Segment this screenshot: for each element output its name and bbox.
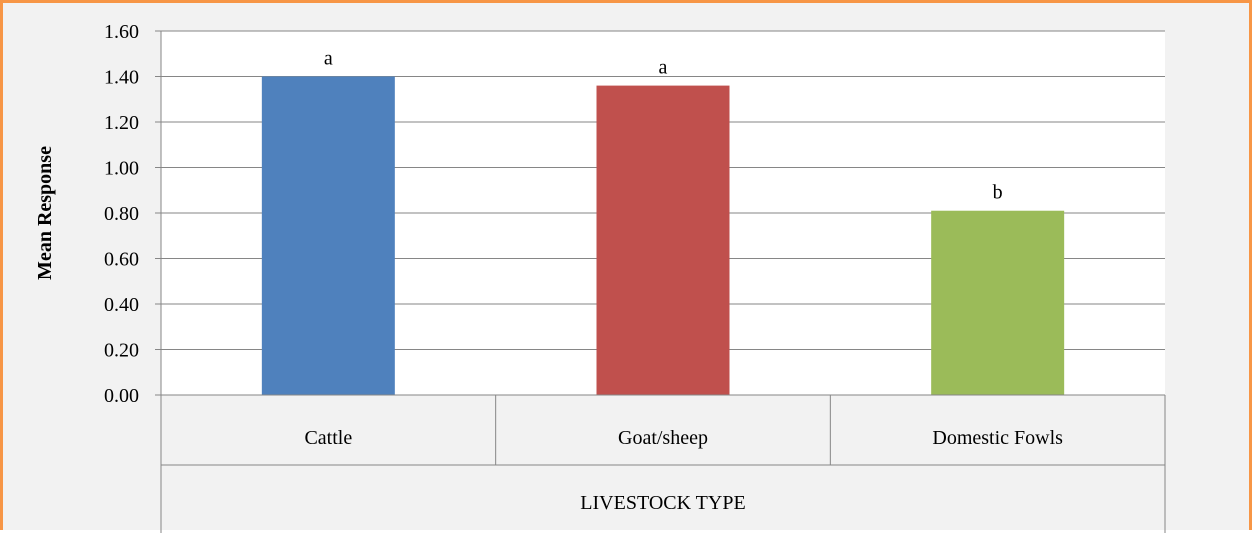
y-tick-label: 0.20 <box>104 340 139 362</box>
y-tick-label: 0.60 <box>104 249 139 271</box>
y-tick-label: 1.40 <box>104 67 139 89</box>
data-label: b <box>993 182 1003 204</box>
y-axis-ticks: 0.00 0.20 0.40 0.60 0.80 1.00 1.20 1.40 1.60 <box>104 21 162 407</box>
bar <box>596 85 730 395</box>
data-label: a <box>324 48 333 70</box>
y-tick-label: 0.80 <box>104 203 139 225</box>
category-label: Cattle <box>304 427 352 449</box>
x-axis: Cattle Goat/sheep Domestic Fowls <box>160 394 1166 533</box>
y-tick-label: 0.40 <box>104 294 139 316</box>
bar <box>931 210 1065 395</box>
bar <box>261 76 395 395</box>
y-tick-label: 1.00 <box>104 158 139 180</box>
y-tick-label: 0.00 <box>104 385 139 407</box>
y-tick-label: 1.20 <box>104 112 139 134</box>
category-label: Domestic Fowls <box>932 427 1063 449</box>
bars <box>261 76 1065 395</box>
x-axis-label: LIVESTOCK TYPE <box>580 492 745 514</box>
data-label: a <box>659 57 668 79</box>
data-labels: a a b <box>324 48 1003 204</box>
y-tick-label: 1.60 <box>104 21 139 43</box>
bar-chart: 0.00 0.20 0.40 0.60 0.80 1.00 1.20 1.40 1.60 Cat… <box>34 21 1166 533</box>
category-label: Goat/sheep <box>618 427 708 449</box>
y-axis-label: Mean Response <box>34 146 56 280</box>
